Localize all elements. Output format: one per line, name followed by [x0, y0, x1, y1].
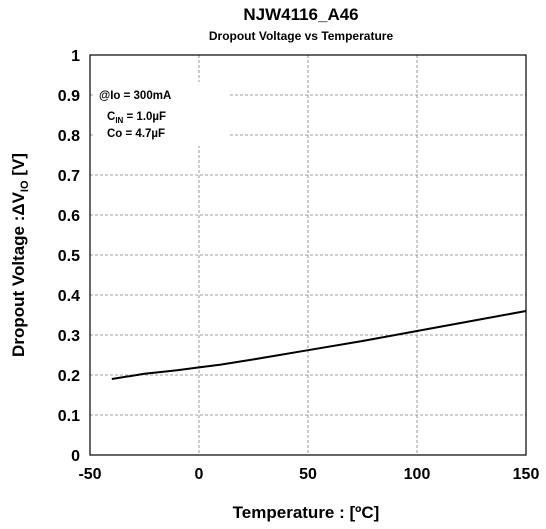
y-tick-label: 0.3 [58, 328, 80, 345]
y-axis-label-sub: IO [19, 180, 31, 192]
y-tick-label: 0.7 [58, 168, 80, 185]
y-tick-labels: 0 0.1 0.2 0.3 0.4 0.5 0.6 0.7 0.8 0.9 1 [58, 48, 80, 465]
y-axis-label: Dropout Voltage :ΔVIO [V] [9, 153, 31, 357]
y-axis-label-main: Dropout Voltage : [9, 216, 28, 357]
condition-line: @Io = 300mA [99, 90, 171, 102]
conditions-background [93, 82, 229, 146]
y-tick-label: 0.6 [58, 208, 80, 225]
x-tick-label: -50 [78, 466, 101, 483]
conditions-box: @Io = 300mA CIN = 1.0µF Co = 4.7µF [93, 82, 229, 146]
y-tick-label: 1 [71, 48, 80, 65]
chart-subtitle: Dropout Voltage vs Temperature [209, 29, 394, 43]
x-tick-labels: -50 0 50 100 150 [78, 466, 539, 483]
x-tick-label: 100 [404, 466, 431, 483]
y-axis-label-unit: [V] [9, 153, 28, 180]
series-layer [111, 310, 527, 380]
y-axis-label-delta: Δ [9, 203, 28, 215]
y-tick-label: 0.2 [58, 368, 80, 385]
x-axis-label: Temperature : [ºC] [233, 503, 380, 522]
x-tick-label: 0 [195, 466, 204, 483]
condition-line: CIN = 1.0µF [107, 111, 166, 125]
y-tick-label: 0.1 [58, 408, 80, 425]
y-tick-label: 0 [71, 448, 80, 465]
y-tick-label: 0.9 [58, 88, 80, 105]
x-tick-label: 50 [299, 466, 317, 483]
condition-line: Co = 4.7µF [107, 128, 165, 140]
y-tick-label: 0.8 [58, 128, 80, 145]
chart-title: NJW4116_A46 [243, 5, 358, 24]
dropout-voltage-line [111, 310, 527, 380]
plot-frame [89, 54, 527, 456]
y-tick-label: 0.5 [58, 248, 80, 265]
x-tick-label: 150 [513, 466, 540, 483]
y-axis-label-v: V [9, 191, 28, 203]
y-tick-label: 0.4 [58, 288, 80, 305]
